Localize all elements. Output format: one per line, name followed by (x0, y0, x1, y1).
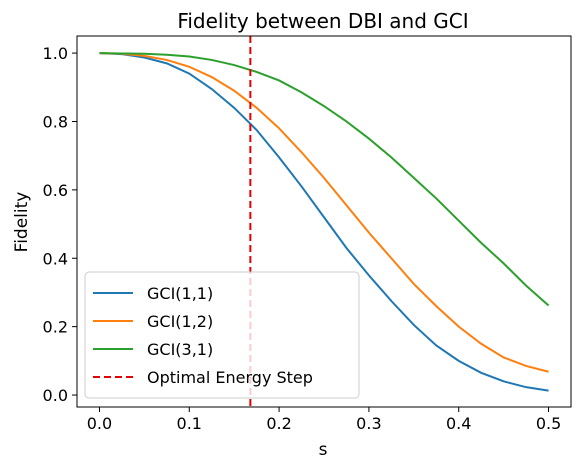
y-tick-label: 1.0 (43, 44, 68, 63)
y-tick-label: 0.0 (43, 386, 68, 405)
legend-label-4: Optimal Energy Step (147, 368, 313, 387)
y-tick-label: 0.6 (43, 181, 68, 200)
y-tick-label: 0.8 (43, 112, 68, 131)
y-tick-label: 0.2 (43, 318, 68, 337)
legend-label-1: GCI(1,1) (147, 284, 213, 303)
plot-area (76, 35, 572, 408)
x-tick-label: 0.3 (356, 414, 381, 433)
x-tick-label: 0.4 (446, 414, 471, 433)
y-axis-label: Fidelity (12, 192, 32, 253)
y-tick-label: 0.4 (43, 249, 68, 268)
chart-title: Fidelity between DBI and GCI (177, 9, 468, 33)
x-tick-label: 0.2 (266, 414, 291, 433)
axes-frame (76, 35, 572, 408)
x-axis: 0.0 0.1 0.2 0.3 0.4 0.5 (87, 407, 561, 433)
y-axis: 0.0 0.2 0.4 0.6 0.8 1.0 (43, 44, 77, 405)
series-line-2 (99, 52, 549, 373)
series-line-3 (99, 52, 550, 307)
legend-label-3: GCI(3,1) (147, 340, 213, 359)
legend: GCI(1,1) GCI(1,2) GCI(3,1) Optimal Energy S… (84, 271, 360, 399)
legend-box (84, 271, 360, 399)
x-tick-label: 0.5 (536, 414, 561, 433)
x-tick-label: 0.0 (87, 414, 112, 433)
x-axis-label: s (319, 440, 328, 460)
series-line-1 (99, 52, 549, 392)
legend-label-2: GCI(1,2) (147, 312, 213, 331)
x-tick-label: 0.1 (177, 414, 202, 433)
